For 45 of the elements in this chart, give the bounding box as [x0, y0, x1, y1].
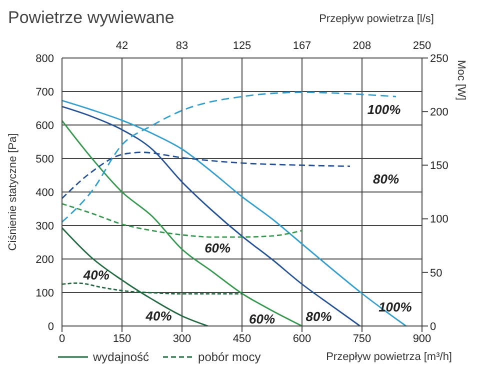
x-tick-label: 600 — [292, 332, 312, 345]
x-axis-title: Przepływ powietrza [m³/h] — [326, 351, 452, 363]
annotation: 100% — [367, 102, 402, 118]
y2-tick-label: 250 — [430, 52, 448, 65]
chart-title: Powietrze wywiewane — [8, 8, 174, 27]
y2-axis-title: Moc [W] — [455, 60, 468, 100]
x-tick-label: 450 — [232, 332, 252, 345]
y-tick-label: 800 — [36, 52, 54, 65]
y-tick-label: 0 — [48, 320, 54, 333]
y-tick-label: 600 — [36, 120, 54, 132]
annotation: 40% — [82, 267, 110, 282]
x2-axis-title: Przepływ powietrza [l/s] — [319, 13, 434, 25]
y2-tick-label: 200 — [430, 106, 448, 119]
legend-label: wydajność — [93, 350, 150, 364]
x2-tick-label: 250 — [412, 40, 432, 52]
line-series — [62, 106, 361, 326]
y-axis-title: Ciśnienie statyczne [Pa] — [6, 133, 19, 251]
annotation: 40% — [144, 308, 172, 324]
y-tick-label: 700 — [36, 86, 54, 98]
y-tick-label: 400 — [36, 186, 54, 199]
y2-tick-label: 100 — [430, 214, 448, 226]
annotation: 60% — [204, 240, 232, 256]
x-tick-label: 300 — [172, 332, 192, 345]
x-tick-label: 0 — [58, 332, 66, 345]
annotation: 80% — [372, 172, 400, 187]
y-tick-label: 200 — [36, 254, 54, 266]
x-tick-label: 900 — [412, 332, 432, 345]
x2-tick-label: 42 — [116, 40, 128, 52]
annotation: 100% — [378, 299, 412, 314]
annotation: 80% — [306, 309, 332, 324]
y-tick-label: 100 — [36, 287, 54, 300]
x-tick-label: 150 — [112, 332, 132, 345]
line-series — [62, 120, 303, 326]
x2-tick-label: 125 — [232, 40, 252, 52]
y2-tick-label: 0 — [430, 320, 436, 333]
legend-label: pobór mocy — [198, 350, 261, 364]
y-tick-label: 300 — [36, 220, 54, 232]
x2-tick-label: 208 — [352, 40, 372, 52]
annotation: 60% — [248, 311, 276, 326]
x2-tick-label: 83 — [176, 40, 188, 52]
x-tick-label: 750 — [352, 332, 372, 345]
y2-tick-label: 50 — [430, 267, 442, 280]
x2-tick-label: 167 — [292, 40, 312, 52]
y2-tick-label: 150 — [430, 160, 448, 172]
y-tick-label: 500 — [36, 153, 54, 166]
